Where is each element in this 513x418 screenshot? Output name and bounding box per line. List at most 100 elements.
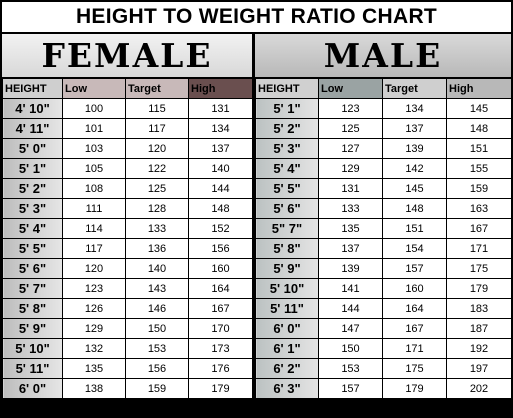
male-table-body: 5' 1" 123 134 145 5' 2" 125 137 148 5' 3" 127 139 1… bbox=[255, 98, 512, 399]
female-high-cell: 137 bbox=[188, 138, 253, 159]
female-low-cell: 114 bbox=[62, 218, 126, 239]
male-target-cell: 154 bbox=[382, 238, 447, 259]
female-table-row: 5' 7" 123 143 164 bbox=[2, 278, 253, 299]
female-height-cell: 5' 4" bbox=[2, 218, 63, 239]
female-low-cell: 138 bbox=[62, 378, 126, 399]
male-height-cell: 5' 2" bbox=[255, 118, 319, 139]
male-table-row: 6' 2" 153 175 197 bbox=[255, 358, 512, 379]
female-low-cell: 103 bbox=[62, 138, 126, 159]
female-table-row: 5' 10" 132 153 173 bbox=[2, 338, 253, 359]
female-high-cell: 173 bbox=[188, 338, 253, 359]
female-height-cell: 5' 10" bbox=[2, 338, 63, 359]
female-height-cell: 6' 0" bbox=[2, 378, 63, 399]
male-high-cell: 179 bbox=[446, 278, 512, 299]
female-height-cell: 5' 0" bbox=[2, 138, 63, 159]
male-height-cell: 5' 5" bbox=[255, 178, 319, 199]
female-table-row: 5' 11" 135 156 176 bbox=[2, 358, 253, 379]
female-high-cell: 160 bbox=[188, 258, 253, 279]
female-table-row: 5' 8" 126 146 167 bbox=[2, 298, 253, 319]
female-section-title: FEMALE bbox=[2, 34, 252, 77]
female-target-cell: 133 bbox=[125, 218, 189, 239]
male-height-cell: 5' 4" bbox=[255, 158, 319, 179]
female-low-cell: 111 bbox=[62, 198, 126, 219]
female-high-cell: 131 bbox=[188, 98, 253, 119]
male-table-row: 6' 0" 147 167 187 bbox=[255, 318, 512, 339]
female-high-cell: 179 bbox=[188, 378, 253, 399]
female-high-cell: 134 bbox=[188, 118, 253, 139]
male-height-cell: 6' 1" bbox=[255, 338, 319, 359]
male-height-cell: 5" 7" bbox=[255, 218, 319, 239]
female-low-cell: 100 bbox=[62, 98, 126, 119]
male-table-row: 5" 7" 135 151 167 bbox=[255, 218, 512, 239]
female-column-header-high: High bbox=[188, 78, 253, 99]
male-low-cell: 153 bbox=[318, 358, 383, 379]
male-target-cell: 139 bbox=[382, 138, 447, 159]
female-column-header-target: Target bbox=[125, 78, 189, 99]
female-height-cell: 5' 6" bbox=[2, 258, 63, 279]
female-table-row: 5' 0" 103 120 137 bbox=[2, 138, 253, 159]
female-low-cell: 117 bbox=[62, 238, 126, 259]
male-high-cell: 145 bbox=[446, 98, 512, 119]
female-target-cell: 153 bbox=[125, 338, 189, 359]
male-target-cell: 145 bbox=[382, 178, 447, 199]
male-high-cell: 202 bbox=[446, 378, 512, 399]
male-table-row: 5' 6" 133 148 163 bbox=[255, 198, 512, 219]
female-table-body: 4' 10" 100 115 131 4' 11" 101 117 134 5' 0" 103 12… bbox=[2, 98, 253, 399]
female-low-cell: 129 bbox=[62, 318, 126, 339]
male-target-cell: 160 bbox=[382, 278, 447, 299]
male-table-row: 5' 11" 144 164 183 bbox=[255, 298, 512, 319]
female-target-cell: 128 bbox=[125, 198, 189, 219]
male-weight-table: HEIGHT Low Target High 5' 1" 123 134 145 5' … bbox=[255, 78, 512, 399]
female-target-cell: 156 bbox=[125, 358, 189, 379]
male-target-cell: 157 bbox=[382, 258, 447, 279]
male-table-row: 6' 3" 157 179 202 bbox=[255, 378, 512, 399]
male-table-row: 5' 1" 123 134 145 bbox=[255, 98, 512, 119]
female-target-cell: 120 bbox=[125, 138, 189, 159]
male-low-cell: 123 bbox=[318, 98, 383, 119]
male-table-row: 5' 2" 125 137 148 bbox=[255, 118, 512, 139]
female-height-cell: 5' 11" bbox=[2, 358, 63, 379]
male-target-cell: 151 bbox=[382, 218, 447, 239]
female-high-cell: 144 bbox=[188, 178, 253, 199]
male-target-cell: 171 bbox=[382, 338, 447, 359]
male-table-row: 5' 3" 127 139 151 bbox=[255, 138, 512, 159]
male-table-row: 5' 9" 139 157 175 bbox=[255, 258, 512, 279]
male-height-cell: 6' 0" bbox=[255, 318, 319, 339]
male-table-row: 5' 4" 129 142 155 bbox=[255, 158, 512, 179]
male-target-cell: 164 bbox=[382, 298, 447, 319]
female-height-cell: 5' 1" bbox=[2, 158, 63, 179]
male-table-row: 6' 1" 150 171 192 bbox=[255, 338, 512, 359]
male-table-row: 5' 8" 137 154 171 bbox=[255, 238, 512, 259]
female-high-cell: 152 bbox=[188, 218, 253, 239]
male-target-cell: 148 bbox=[382, 198, 447, 219]
male-low-cell: 141 bbox=[318, 278, 383, 299]
female-low-cell: 105 bbox=[62, 158, 126, 179]
male-high-cell: 192 bbox=[446, 338, 512, 359]
female-target-cell: 115 bbox=[125, 98, 189, 119]
male-height-cell: 5' 9" bbox=[255, 258, 319, 279]
male-low-cell: 150 bbox=[318, 338, 383, 359]
female-height-cell: 4' 11" bbox=[2, 118, 63, 139]
female-low-cell: 123 bbox=[62, 278, 126, 299]
female-high-cell: 148 bbox=[188, 198, 253, 219]
female-height-cell: 5' 8" bbox=[2, 298, 63, 319]
male-low-cell: 125 bbox=[318, 118, 383, 139]
female-high-cell: 140 bbox=[188, 158, 253, 179]
male-high-cell: 187 bbox=[446, 318, 512, 339]
female-low-cell: 120 bbox=[62, 258, 126, 279]
female-high-cell: 164 bbox=[188, 278, 253, 299]
female-high-cell: 167 bbox=[188, 298, 253, 319]
female-high-cell: 170 bbox=[188, 318, 253, 339]
male-column-header-low: Low bbox=[318, 78, 383, 99]
female-target-cell: 125 bbox=[125, 178, 189, 199]
female-table-row: 5' 6" 120 140 160 bbox=[2, 258, 253, 279]
male-height-cell: 5' 6" bbox=[255, 198, 319, 219]
male-high-cell: 163 bbox=[446, 198, 512, 219]
male-section-title: MALE bbox=[255, 34, 511, 77]
female-target-cell: 117 bbox=[125, 118, 189, 139]
male-low-cell: 129 bbox=[318, 158, 383, 179]
female-low-cell: 126 bbox=[62, 298, 126, 319]
male-high-cell: 175 bbox=[446, 258, 512, 279]
male-target-cell: 134 bbox=[382, 98, 447, 119]
